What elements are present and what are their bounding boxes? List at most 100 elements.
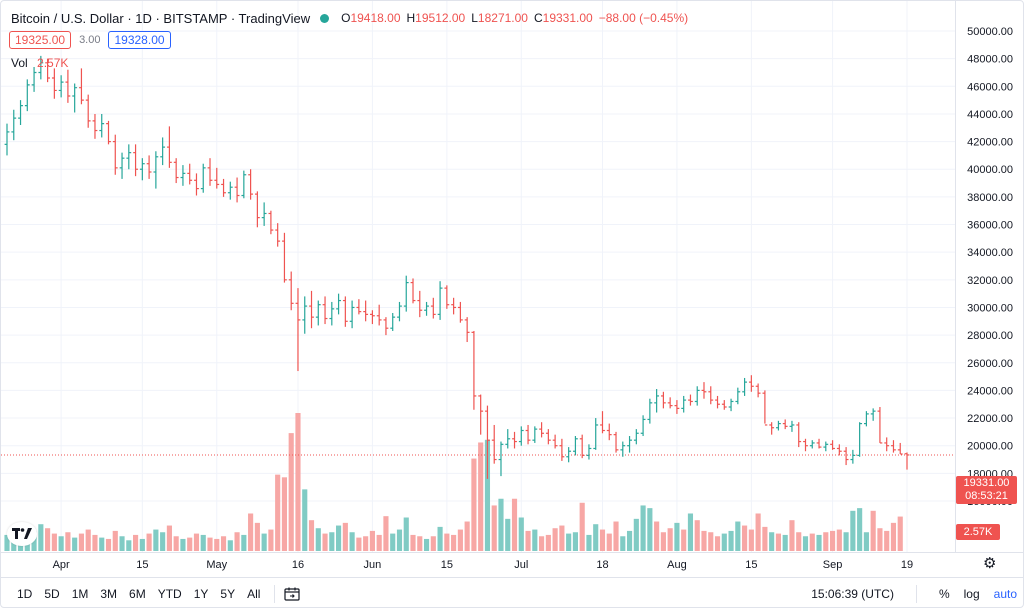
time-tick-label: Sep: [823, 559, 843, 571]
volume-bar: [126, 540, 132, 551]
ohlc-bar: [512, 431, 517, 449]
volume-bar: [863, 532, 869, 551]
log-scale-toggle[interactable]: log: [963, 587, 980, 601]
range-1y-button[interactable]: 1Y: [193, 586, 209, 601]
volume-bar: [288, 433, 294, 551]
volume-label[interactable]: Vol: [11, 56, 28, 70]
ohlc-bar: [261, 202, 267, 226]
ohlc-bar: [200, 163, 206, 193]
volume-bar: [146, 533, 152, 551]
range-all-button[interactable]: All: [247, 586, 261, 601]
range-ytd-button[interactable]: YTD: [157, 586, 182, 601]
ohlc-bar: [823, 441, 829, 452]
ohlc-bar: [464, 317, 470, 343]
volume-bar: [193, 533, 200, 551]
ohlc-bar: [167, 126, 172, 168]
volume-value: 2.57K: [37, 56, 69, 70]
volume-bar: [796, 532, 802, 551]
volume-bar: [843, 532, 849, 551]
buy-price-button[interactable]: 19328.00: [108, 31, 171, 49]
time-tick-label: Jul: [514, 559, 528, 571]
ohlc-bar: [342, 296, 348, 327]
ohlc-bar: [457, 301, 463, 323]
ohlc-bar: [51, 68, 57, 99]
volume-bar: [735, 521, 741, 551]
sell-price-button[interactable]: 19325.00: [9, 31, 72, 49]
ohlc-bar: [505, 429, 511, 449]
volume-bar: [505, 518, 511, 551]
ohlc-bar: [471, 330, 477, 410]
volume-bar: [417, 536, 423, 551]
volume-legend: Vol 2.57K: [11, 56, 68, 70]
ohlc-bar: [715, 395, 720, 409]
volume-bar: [586, 534, 592, 551]
ohlc-bar: [363, 300, 369, 322]
quote-row: 19325.00 3.00 19328.00: [9, 30, 171, 50]
toolbar-right: 15:06:39 (UTC) % log auto: [811, 578, 1017, 607]
range-6m-button[interactable]: 6M: [129, 586, 146, 601]
time-tick-label: 15: [136, 559, 148, 571]
volume-bar: [593, 524, 599, 551]
ohlc-bar: [850, 449, 856, 464]
range-5y-button[interactable]: 5Y: [220, 586, 236, 601]
range-1d-button[interactable]: 1D: [17, 586, 33, 601]
volume-bar: [241, 534, 247, 551]
volume-bar: [329, 532, 335, 551]
volume-bar: [160, 532, 166, 551]
ohlc-bar: [681, 395, 687, 413]
volume-bar: [748, 529, 754, 551]
price-tick-label: 42000.00: [967, 137, 1013, 149]
spread-value: 3.00: [79, 34, 101, 46]
volume-bar: [65, 532, 71, 551]
volume-bar: [836, 529, 842, 551]
volume-bar: [390, 533, 396, 551]
price-tick-label: 34000.00: [967, 247, 1013, 259]
volume-bar: [694, 520, 700, 551]
ohlc-bar: [126, 144, 132, 170]
price-tick-label: 28000.00: [967, 330, 1013, 342]
volume-bar: [78, 533, 85, 551]
market-status-icon: [320, 13, 330, 23]
symbol-legend: Bitcoin / U.S. Dollar · 1D · BITSTAMP · …: [11, 9, 688, 27]
time-tick-label: May: [206, 559, 227, 571]
toolbar-separator: [915, 585, 917, 603]
ohlc-bar: [133, 144, 138, 177]
range-5d-button[interactable]: 5D: [44, 586, 60, 601]
range-1m-button[interactable]: 1M: [71, 586, 89, 601]
price-tick-label: 44000.00: [967, 109, 1013, 121]
volume-bar: [728, 530, 734, 551]
clock-time[interactable]: 15:06:39 (UTC): [811, 587, 894, 601]
volume-bar: [248, 513, 254, 551]
volume-bar: [315, 528, 321, 551]
ohlc-bar: [485, 405, 490, 479]
ohlc-bar: [173, 158, 179, 184]
volume-bar: [498, 498, 504, 551]
volume-bar: [829, 530, 836, 551]
ohlc-bar: [755, 383, 761, 398]
ohlc-bar: [809, 440, 815, 449]
ohlc-bar: [559, 438, 565, 461]
percent-scale-toggle[interactable]: %: [938, 587, 950, 601]
symbol-title[interactable]: Bitcoin / U.S. Dollar · 1D · BITSTAMP · …: [11, 10, 311, 26]
ohlc-bar: [18, 100, 23, 125]
ohlc-bar: [383, 317, 389, 336]
time-tick-label: 15: [745, 559, 757, 571]
volume-bar: [173, 536, 179, 551]
volume-bar: [430, 536, 436, 551]
tradingview-logo-icon[interactable]: [7, 522, 37, 546]
volume-bar: [789, 520, 795, 551]
ohlc-bar: [254, 191, 260, 228]
volume-bar: [112, 530, 118, 551]
volume-bar: [376, 534, 382, 551]
auto-scale-toggle[interactable]: auto: [993, 587, 1017, 601]
calendar-goto-icon[interactable]: [283, 586, 301, 602]
ohlc-bar: [647, 398, 653, 424]
range-3m-button[interactable]: 3M: [100, 586, 118, 601]
ohlc-bar: [85, 94, 91, 128]
price-tick-label: 32000.00: [967, 275, 1013, 287]
ohlc-bar: [288, 271, 294, 311]
gear-icon[interactable]: ⚙: [983, 555, 997, 572]
ohlc-bar: [309, 290, 314, 329]
